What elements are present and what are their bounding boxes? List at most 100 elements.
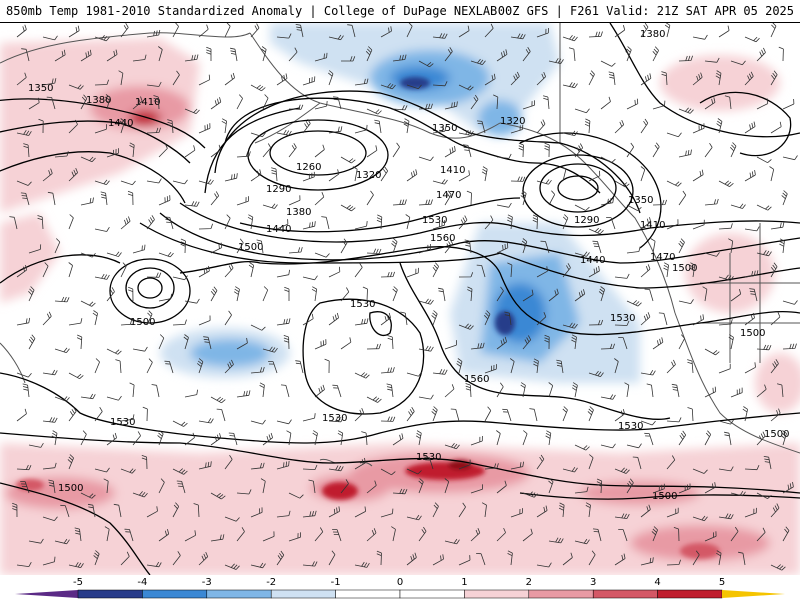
wind-barb [598, 286, 605, 302]
wind-barb [652, 199, 667, 206]
wind-barb [120, 262, 127, 278]
wind-barb [302, 275, 318, 281]
wind-barb [562, 406, 568, 422]
wind-barb [302, 413, 316, 422]
wind-barb [276, 550, 285, 566]
wind-barb [418, 103, 433, 110]
wind-barb [210, 396, 226, 404]
wind-barb [333, 96, 342, 110]
wind-barb [533, 358, 539, 374]
wind-barb [28, 286, 35, 302]
wind-barb [470, 484, 483, 494]
wind-barb [28, 538, 44, 544]
wind-barb [68, 214, 74, 230]
wind-barb [158, 478, 165, 494]
wind-barb [588, 319, 604, 326]
wind-barb [493, 94, 499, 110]
wind-barb [94, 226, 110, 232]
wind-barb [366, 190, 374, 206]
wind-barb [466, 190, 472, 206]
wind-barb [716, 550, 722, 566]
wind-barb [224, 23, 231, 38]
wind-barb [198, 74, 211, 86]
wind-barb [224, 563, 240, 570]
wind-barb [522, 46, 531, 62]
wind-barb [770, 503, 780, 518]
wind-barb [380, 468, 396, 476]
wind-barb [614, 24, 626, 38]
wind-barb [458, 84, 474, 91]
wind-barb [224, 359, 234, 374]
wind-barb [250, 366, 265, 374]
wind-barb [37, 215, 44, 230]
wind-barb [782, 343, 797, 350]
colorbar-segment [206, 589, 272, 599]
wind-barb [314, 144, 325, 158]
wind-barb [666, 359, 676, 374]
wind-barb [262, 531, 275, 542]
wind-barb [510, 461, 524, 470]
contour-label: 1440 [266, 224, 291, 235]
wind-barb [54, 347, 70, 353]
wind-barb [418, 156, 434, 161]
wind-barb [432, 81, 448, 87]
wind-barb [198, 123, 211, 134]
wind-barb [574, 289, 586, 302]
wind-barb [756, 492, 772, 499]
wind-barb [308, 479, 316, 494]
wind-barb [366, 248, 382, 254]
wind-barb [158, 46, 163, 62]
wind-barb [536, 562, 552, 568]
wind-barb [132, 346, 148, 352]
wind-barb [120, 468, 136, 474]
wind-barb [744, 270, 759, 278]
wind-barb [666, 132, 682, 138]
wind-barb [172, 179, 188, 185]
wind-barb [54, 538, 70, 545]
wind-barb [80, 197, 94, 206]
wind-barb [67, 454, 74, 470]
wind-barb [540, 240, 550, 254]
wind-barb [28, 244, 42, 254]
wind-barb [124, 528, 134, 542]
wind-barb [522, 335, 532, 350]
contour-label: 1560 [464, 374, 489, 385]
wind-barb [626, 204, 642, 211]
wind-barb [288, 143, 297, 158]
wind-barb [742, 406, 748, 422]
wind-barb [376, 550, 382, 566]
wind-barb [678, 299, 694, 304]
wind-barb [406, 406, 415, 422]
wind-barb [104, 526, 110, 542]
wind-barb [780, 430, 787, 446]
wind-barb [42, 516, 58, 521]
wind-barb [562, 35, 578, 42]
wind-barb [769, 166, 775, 182]
wind-barb [663, 262, 669, 278]
wind-barb [744, 464, 760, 471]
wind-barb [42, 168, 53, 182]
wind-barb [692, 468, 708, 474]
contour-label: 1470 [650, 252, 675, 263]
wind-barb [120, 216, 131, 230]
wind-barb [652, 100, 666, 110]
wind-barb [268, 361, 278, 374]
wind-barb [142, 406, 148, 422]
wind-barb [718, 363, 731, 374]
wind-barb [380, 312, 391, 326]
wind-barb [332, 529, 342, 542]
wind-barb [68, 318, 83, 326]
wind-barb [354, 262, 363, 278]
wind-barb [704, 531, 717, 542]
wind-barb [640, 166, 646, 182]
wind-barb [496, 153, 512, 159]
wind-barb [387, 335, 394, 350]
wind-barb [405, 214, 411, 230]
wind-barb [42, 78, 57, 86]
wind-barb [16, 24, 27, 38]
wind-barb [418, 298, 434, 305]
wind-barb [312, 430, 318, 446]
wind-barb [276, 318, 291, 326]
wind-barb [562, 82, 578, 89]
wind-barb [704, 57, 720, 63]
